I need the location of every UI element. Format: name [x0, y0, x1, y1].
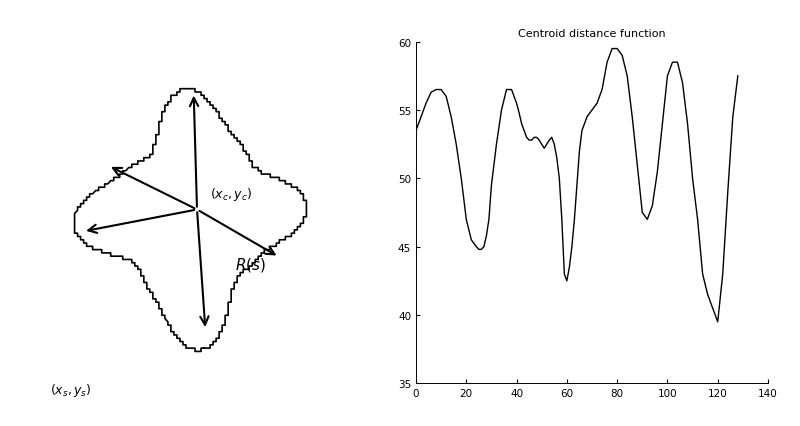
Title: Centroid distance function: Centroid distance function	[518, 29, 666, 39]
Text: $(x_s, y_s)$: $(x_s, y_s)$	[50, 381, 91, 398]
Text: $(x_c, y_c)$: $(x_c, y_c)$	[210, 186, 253, 203]
Text: $R(s)$: $R(s)$	[234, 256, 266, 273]
